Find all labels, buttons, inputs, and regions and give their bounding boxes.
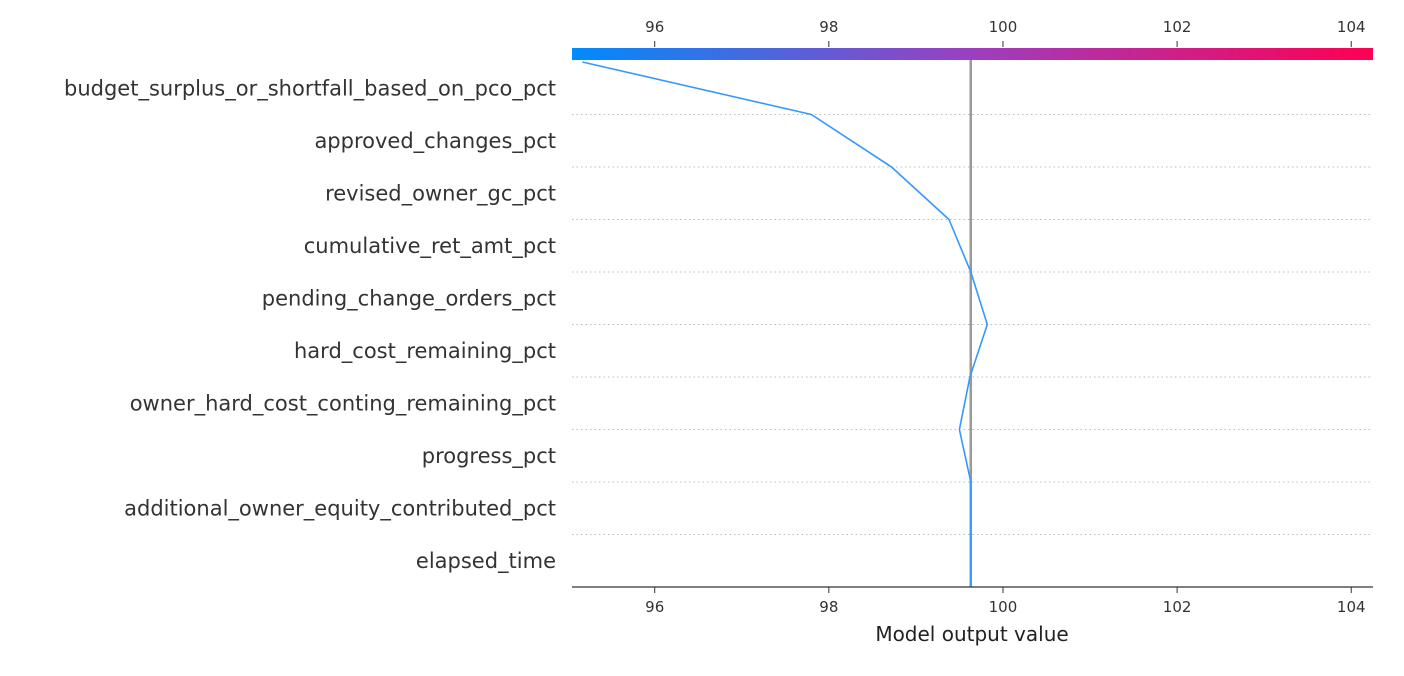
bottom-tick-label: 100 — [989, 598, 1018, 616]
top-axis: 96 98 100 102 104 — [645, 18, 1366, 47]
feature-label: owner_hard_cost_conting_remaining_pct — [130, 391, 556, 416]
feature-label: pending_change_orders_pct — [262, 286, 556, 311]
bottom-tick-label: 98 — [819, 598, 838, 616]
bottom-tick-label: 96 — [645, 598, 664, 616]
top-tick-label: 96 — [645, 18, 664, 36]
feature-label: budget_surplus_or_shortfall_based_on_pco… — [64, 76, 556, 101]
feature-label: progress_pct — [422, 444, 556, 469]
top-tick-label: 98 — [819, 18, 838, 36]
grid-lines — [572, 114, 1373, 535]
bottom-axis: 96 98 100 102 104 — [645, 587, 1366, 616]
decision-points — [582, 61, 988, 588]
colorbar — [572, 48, 1373, 60]
feature-label: approved_changes_pct — [314, 129, 556, 154]
feature-label: cumulative_ret_amt_pct — [304, 234, 556, 259]
feature-label: revised_owner_gc_pct — [325, 181, 556, 206]
top-tick-label: 104 — [1337, 18, 1366, 36]
top-tick-label: 102 — [1163, 18, 1192, 36]
feature-label: hard_cost_remaining_pct — [294, 339, 556, 364]
feature-label: additional_owner_equity_contributed_pct — [124, 496, 556, 521]
bottom-tick-label: 104 — [1337, 598, 1366, 616]
feature-label: elapsed_time — [416, 549, 556, 574]
top-tick-label: 100 — [989, 18, 1018, 36]
feature-labels: budget_surplus_or_shortfall_based_on_pco… — [64, 76, 556, 574]
x-axis-title: Model output value — [875, 622, 1068, 646]
bottom-tick-label: 102 — [1163, 598, 1192, 616]
